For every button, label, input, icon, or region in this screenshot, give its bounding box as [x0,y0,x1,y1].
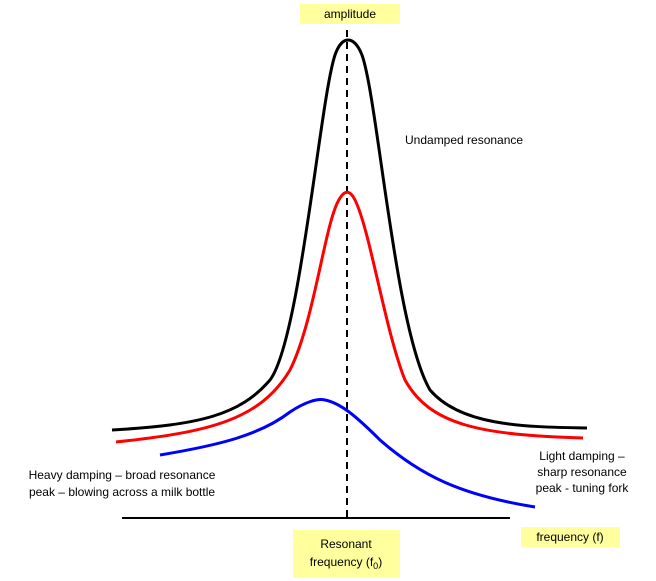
resonant-label-line2: frequency (f0) [310,555,382,571]
resonant-label-subscript: 0 [373,561,378,571]
undamped-curve [111,38,588,432]
resonant-label-close: ) [378,555,382,569]
light-damping-label: sharp resonance [537,465,627,479]
light-damping-label: peak - tuning fork [536,481,630,495]
light-damping-curve [115,190,584,444]
x-axis-label: frequency (f) [536,530,603,544]
heavy-damping-label: peak – blowing across a milk bottle [29,485,215,499]
undamped-label: Undamped resonance [405,133,523,147]
resonant-label-text: frequency (f [310,555,374,569]
x-label-box [521,527,620,547]
light-damping-label: Light damping – [539,449,625,463]
resonant-label-line1: Resonant [320,537,372,551]
resonant-label-box [293,530,400,578]
y-label-box [300,4,400,24]
y-axis-label: amplitude [324,7,376,21]
heavy-damping-label: Heavy damping – broad resonance [29,468,216,482]
heavy-damping-curve [159,398,536,509]
